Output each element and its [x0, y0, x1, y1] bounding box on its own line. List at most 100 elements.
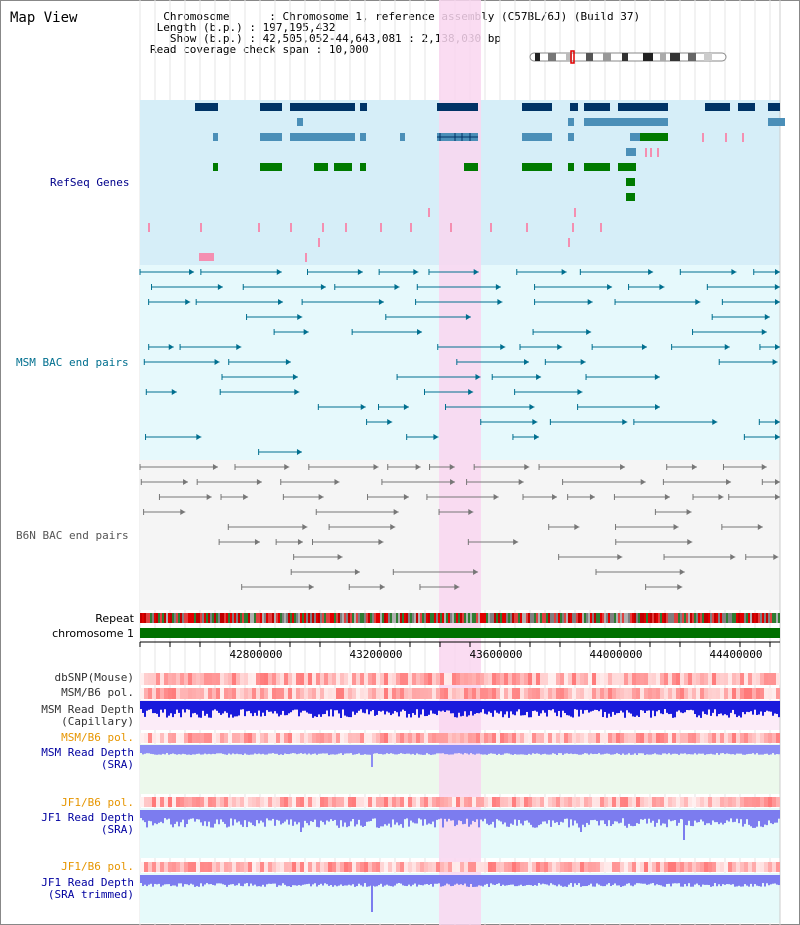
depth-bar — [406, 745, 408, 754]
depth-bar — [728, 810, 730, 822]
depth-bar — [526, 875, 528, 886]
depth-bar — [652, 701, 654, 711]
heat-cell — [420, 862, 424, 872]
depth-bar — [304, 745, 306, 754]
dbsnp-label[interactable]: dbSNP(Mouse) — [54, 671, 134, 684]
depth-bar — [274, 875, 276, 884]
depth-bar — [442, 701, 444, 711]
repeat-element — [148, 613, 150, 623]
jf1-b6-pol-label-1[interactable]: JF1/B6 pol. — [61, 796, 134, 809]
repeat-label[interactable]: Repeat — [95, 612, 134, 625]
read-depth-plots[interactable] — [140, 701, 780, 912]
depth-bar — [764, 810, 766, 825]
repeat-element — [414, 613, 416, 623]
heat-cell — [504, 733, 508, 743]
depth-bar — [188, 745, 190, 755]
chromosome-label[interactable]: chromosome 1 — [52, 627, 134, 640]
depth-bar — [268, 701, 270, 712]
heat-cell — [696, 733, 700, 743]
depth-bar — [766, 701, 768, 711]
jf1-depth-trim-label-1[interactable]: JF1 Read Depth — [41, 876, 134, 889]
msm-b6-pol-label-2[interactable]: MSM/B6 pol. — [61, 731, 134, 744]
repeat-element — [578, 613, 580, 623]
heat-cell — [364, 688, 368, 699]
depth-bar — [492, 810, 494, 822]
jf1-b6-pol-label-2[interactable]: JF1/B6 pol. — [61, 860, 134, 873]
depth-bar — [396, 701, 398, 713]
depth-bar — [660, 701, 662, 714]
heat-cell — [564, 862, 568, 872]
chromosome-bar[interactable] — [140, 628, 780, 638]
msm-b6-pol-label-1[interactable]: MSM/B6 pol. — [61, 686, 134, 699]
repeat-element — [712, 613, 714, 623]
heat-cell — [500, 733, 504, 743]
refseq-label[interactable]: RefSeq Genes — [50, 176, 130, 189]
depth-bar — [332, 745, 334, 755]
depth-bar — [416, 701, 418, 710]
depth-bar — [726, 875, 728, 885]
heat-cell — [752, 733, 756, 743]
depth-bar — [578, 875, 580, 884]
heat-cell — [436, 688, 440, 699]
depth-bar — [638, 875, 640, 884]
depth-bar — [470, 875, 472, 885]
b6n-bac-track[interactable] — [139, 464, 780, 590]
msm-depth-cap-label-2[interactable]: (Capillary) — [61, 715, 134, 728]
heat-cell — [632, 733, 636, 743]
depth-bar — [158, 810, 160, 823]
polymorphism-heatmaps[interactable] — [140, 673, 780, 872]
heat-cell — [352, 862, 356, 872]
depth-bar — [630, 745, 632, 755]
msm-bac-label[interactable]: MSM BAC end pairs — [16, 356, 129, 369]
repeat-element — [688, 613, 690, 623]
heat-cell — [604, 797, 608, 807]
chromosome-ideogram[interactable] — [529, 50, 727, 64]
depth-bar — [348, 810, 350, 827]
gene-exon — [260, 163, 282, 171]
heat-cell — [172, 797, 176, 807]
msm-depth-sra-label-2[interactable]: (SRA) — [100, 758, 134, 771]
repeat-element — [702, 613, 704, 623]
heat-cell — [620, 673, 624, 685]
jf1-depth-sra-label-2[interactable]: (SRA) — [100, 823, 134, 836]
depth-bar — [596, 875, 598, 884]
repeat-element — [200, 613, 202, 623]
heat-cell — [144, 688, 148, 699]
msm-bac-track[interactable] — [139, 269, 780, 455]
depth-bar — [186, 745, 188, 755]
heat-cell — [592, 688, 596, 699]
b6n-bac-label[interactable]: B6N BAC end pairs — [16, 529, 129, 542]
depth-bar — [654, 745, 656, 754]
msm-depth-sra-label-1[interactable]: MSM Read Depth — [41, 746, 134, 759]
refseq-genes-track[interactable] — [148, 103, 785, 262]
depth-bar — [306, 745, 308, 755]
depth-bar — [262, 875, 264, 885]
repeat-track[interactable] — [140, 613, 780, 623]
bac-end-arrow — [648, 269, 654, 275]
bac-end-arrow — [775, 269, 780, 275]
depth-bar — [222, 745, 224, 754]
bac-end-arrow — [536, 374, 542, 380]
depth-bar — [726, 810, 728, 821]
bac-end-arrow — [761, 329, 767, 335]
selection-highlight[interactable] — [439, 0, 481, 925]
depth-bar — [382, 810, 384, 827]
heat-cell — [408, 862, 412, 872]
bac-end-arrow — [254, 539, 260, 545]
heat-cell — [696, 797, 700, 807]
depth-bar — [292, 745, 294, 754]
msm-depth-cap-label-1[interactable]: MSM Read Depth — [41, 703, 134, 716]
heat-cell — [740, 733, 744, 743]
depth-bar — [740, 701, 742, 718]
depth-bar — [258, 810, 260, 824]
depth-bar — [750, 810, 752, 827]
jf1-depth-sra-label-1[interactable]: JF1 Read Depth — [41, 811, 134, 824]
heat-cell — [216, 733, 220, 743]
depth-bar — [536, 810, 538, 828]
depth-bar — [206, 875, 208, 884]
depth-bar — [668, 810, 670, 820]
depth-bar — [204, 875, 206, 885]
jf1-depth-trim-label-2[interactable]: (SRA trimmed) — [47, 888, 134, 901]
heat-cell — [508, 797, 512, 807]
